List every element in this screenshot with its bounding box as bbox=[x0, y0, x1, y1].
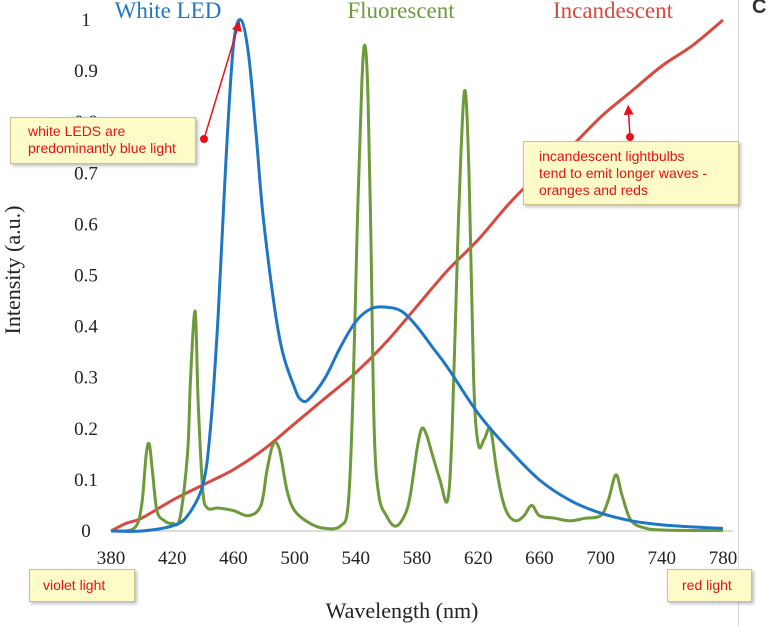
corner-icon: C bbox=[752, 0, 767, 18]
series-title-fluorescent: Fluorescent bbox=[347, 0, 455, 23]
incandescent-annotation-line-2: tend to emit longer waves - bbox=[539, 165, 708, 181]
led-annotation-arrow-dot bbox=[200, 135, 208, 143]
x-tick-label: 540 bbox=[342, 548, 371, 569]
incandescent-annotation-line-3: oranges and reds bbox=[539, 182, 648, 198]
red-light-annotation: red light bbox=[667, 569, 752, 602]
incandescent-annotation-arrow-dot bbox=[626, 133, 634, 141]
led-annotation-arrow bbox=[203, 21, 242, 140]
x-tick-label: 380 bbox=[97, 548, 126, 569]
y-axis-title: Intensity (a.u.) bbox=[0, 206, 25, 335]
led-annotation-line-2: predominantly blue light bbox=[28, 140, 176, 156]
y-tick-label: 0.3 bbox=[74, 368, 98, 389]
series-title-white-led: White LED bbox=[115, 0, 222, 23]
series-layer bbox=[110, 18, 724, 533]
y-tick-label: 0.7 bbox=[74, 163, 98, 184]
y-tick-label: 0.6 bbox=[74, 214, 98, 235]
y-tick-label: 0.2 bbox=[74, 419, 98, 440]
y-tick-label: 1 bbox=[81, 10, 91, 31]
labels-layer: 00.10.20.30.40.50.60.70.80.9138042046050… bbox=[0, 0, 737, 623]
y-tick-label: 0 bbox=[81, 521, 91, 542]
x-tick-label: 460 bbox=[219, 548, 248, 569]
incandescent-annotation: incandescent lightbulbs tend to emit lon… bbox=[523, 141, 739, 205]
series-line-white-led bbox=[110, 18, 724, 533]
y-tick-label: 0.1 bbox=[74, 470, 98, 491]
incandescent-annotation-line-1: incandescent lightbulbs bbox=[539, 148, 685, 164]
x-tick-label: 700 bbox=[586, 548, 615, 569]
x-tick-label: 420 bbox=[158, 548, 187, 569]
x-tick-label: 620 bbox=[464, 548, 493, 569]
violet-light-label: violet light bbox=[43, 577, 106, 593]
y-tick-label: 0.9 bbox=[74, 61, 98, 82]
x-tick-label: 660 bbox=[525, 548, 554, 569]
arrows-layer bbox=[200, 21, 634, 143]
led-annotation-line-1: white LEDS are bbox=[28, 123, 126, 139]
y-tick-label: 0.5 bbox=[74, 266, 98, 287]
violet-light-annotation: violet light bbox=[29, 569, 135, 602]
x-tick-label: 780 bbox=[709, 548, 738, 569]
x-tick-label: 500 bbox=[280, 548, 309, 569]
red-light-label: red light bbox=[682, 577, 732, 593]
series-title-incandescent: Incandescent bbox=[553, 0, 674, 23]
series-line-incandescent bbox=[110, 18, 724, 533]
x-tick-label: 580 bbox=[403, 548, 432, 569]
right-panel-edge bbox=[738, 0, 768, 626]
y-tick-label: 0.4 bbox=[74, 317, 98, 338]
x-axis-title: Wavelength (nm) bbox=[326, 598, 479, 623]
incandescent-annotation-arrow bbox=[623, 104, 634, 138]
x-tick-label: 740 bbox=[648, 548, 677, 569]
series-line-fluorescent bbox=[110, 43, 724, 533]
led-annotation: white LEDS are predominantly blue light bbox=[10, 117, 196, 164]
